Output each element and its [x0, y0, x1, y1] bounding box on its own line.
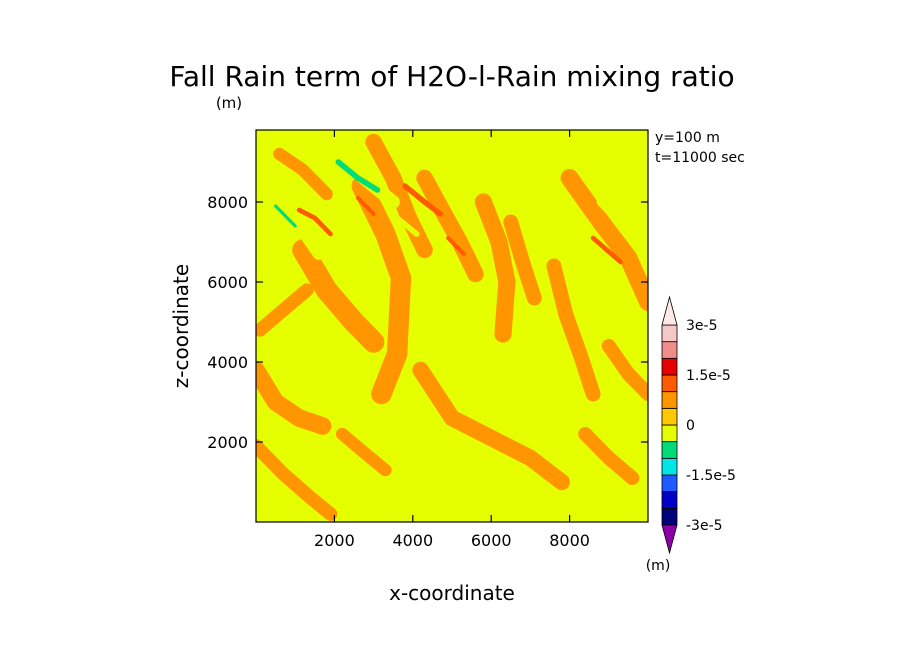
colorbar-segment: [661, 357, 678, 376]
colorbar-segment: [661, 374, 678, 393]
colorbar-max-arrow: [661, 295, 678, 326]
plot-frame: [255, 129, 649, 523]
contour-band-24: [538, 214, 594, 250]
contour-band-13: [256, 283, 314, 337]
title-unit: (m): [216, 94, 242, 112]
colorbar-label: 3e-5: [686, 318, 717, 334]
contour-band-6: [416, 169, 484, 283]
annotation-t: t=11000 sec: [655, 150, 745, 166]
colorbar-segment: [661, 341, 678, 359]
contour-band-26: [394, 215, 420, 237]
y-tick-label: 6000: [207, 273, 248, 292]
contour-band-8: [503, 214, 542, 306]
contour-band-14: [601, 338, 648, 402]
chart-title: Fall Rain term of H2O-l-Rain mixing rati…: [169, 60, 734, 93]
x-axis-label: x-coordinate: [389, 581, 515, 605]
x-tick-label: 6000: [471, 531, 512, 550]
plot-area: [256, 130, 648, 522]
colorbar-segment: [661, 407, 678, 426]
y-axis-label: z-coordinate: [169, 264, 193, 388]
colorbar-segment: [661, 507, 678, 526]
contour-band-19: [590, 235, 623, 265]
colorbar-segment: [661, 457, 678, 476]
y-tick-label: 8000: [207, 193, 248, 212]
colorbar-segment: [661, 474, 678, 493]
y-tick-label: 2000: [207, 433, 248, 452]
contour-band-17: [402, 183, 443, 217]
contour-band-9: [546, 258, 601, 402]
colorbar-label: 0: [686, 418, 695, 434]
colorbar-segment: [661, 424, 678, 443]
contour-band-28: [497, 176, 521, 192]
contour-band-2: [256, 439, 338, 521]
colorbar: 3e-5 1.5e-5 0 -1.5e-5 -3e-5: [661, 295, 736, 555]
colorbar-min-arrow: [661, 524, 678, 555]
contour-band-29: [634, 136, 648, 148]
contour-band-27: [344, 220, 364, 236]
colorbar-unit: (m): [646, 558, 671, 574]
x-tick-label: 2000: [314, 531, 355, 550]
x-tick-label: 4000: [392, 531, 433, 550]
contour-band-21: [355, 196, 376, 216]
colorbar-label: -3e-5: [686, 518, 723, 534]
colorbar-segment: [661, 324, 678, 343]
colorbar-segment: [661, 391, 678, 409]
x-tick-label: 8000: [549, 531, 590, 550]
colorbar-label: 1.5e-5: [686, 368, 731, 384]
contour-band-16: [335, 427, 392, 477]
y-tick-label: 4000: [207, 353, 248, 372]
contour-band-3: [292, 239, 385, 353]
colorbar-segment: [661, 491, 678, 509]
colorbar-segment: [661, 441, 678, 459]
contour-band-10: [560, 169, 648, 311]
contour-band-25: [596, 197, 648, 251]
contour-band-4: [351, 175, 412, 405]
contour-band-1: [256, 361, 332, 435]
contour-band-18: [296, 207, 333, 237]
contour-band-30: [335, 159, 381, 193]
contour-band-11: [412, 361, 571, 491]
contour-band-12: [578, 426, 640, 486]
annotation-y: y=100 m: [655, 130, 720, 146]
contour-band-7: [474, 193, 516, 343]
contour-band-20: [446, 236, 466, 256]
colorbar-label: -1.5e-5: [686, 468, 736, 484]
contour-band-15: [273, 147, 333, 201]
contour-band-31: [274, 204, 297, 228]
